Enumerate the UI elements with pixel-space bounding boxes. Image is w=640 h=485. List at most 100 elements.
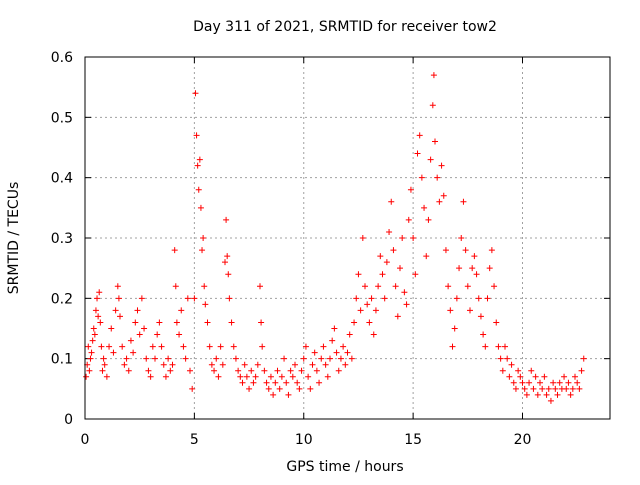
data-point [202,301,209,308]
data-point [388,198,395,205]
data-point [100,355,107,362]
data-point [276,385,283,392]
data-point [225,271,232,278]
data-point [193,132,200,139]
data-point [453,295,460,302]
data-point [121,361,128,368]
data-point [537,379,543,386]
data-point [313,367,320,374]
data-point [370,331,377,338]
data-point [173,319,180,326]
data-point [502,343,508,350]
data-point [89,337,96,344]
data-point [228,319,235,326]
data-point [366,319,373,326]
data-point [94,295,101,302]
data-point [147,373,154,380]
data-point [162,373,169,380]
data-point [237,373,244,380]
data-point [204,319,211,326]
data-point [451,325,458,332]
data-point [201,283,208,290]
data-point [430,72,437,79]
data-point [499,367,506,374]
data-point [510,379,517,386]
data-point [517,373,524,380]
data-point [331,325,338,332]
data-point [292,361,298,368]
data-point [401,289,408,296]
data-point [344,349,351,356]
data-point [379,271,386,278]
data-point [219,361,226,368]
data-point [85,343,92,350]
data-point [87,355,94,362]
data-point [528,367,535,374]
data-point [180,343,187,350]
data-point [440,192,447,199]
data-point [541,373,548,380]
data-point [141,325,148,332]
data-point [412,271,419,278]
data-point [169,361,176,368]
data-point [556,379,563,386]
data-point [340,343,347,350]
data-point [480,331,487,338]
data-point [521,385,528,392]
data-point [115,295,122,302]
data-point [110,349,117,356]
data-point [399,235,406,241]
data-point [235,367,242,374]
data-point [285,391,292,398]
data-point [211,367,218,374]
data-point [462,247,469,254]
data-point [359,235,366,241]
data-point [176,331,183,338]
data-point [405,216,412,223]
data-point [346,331,353,338]
data-point [119,343,126,350]
data-point [377,253,384,260]
y-tick-label: 0.3 [51,231,73,247]
data-point [130,349,137,356]
data-point [495,343,502,350]
data-point [508,361,515,368]
data-point [576,385,583,392]
data-point [572,373,578,380]
data-point [239,379,246,386]
data-point [418,174,425,181]
data-point [267,373,274,380]
data-point [534,391,541,398]
data-point [416,132,423,139]
data-point [447,307,454,314]
data-point [199,247,206,254]
data-point [327,355,333,362]
data-point [335,367,342,374]
data-point [552,385,559,392]
data-point [134,307,141,314]
data-point [475,295,482,302]
y-tick-label: 0.5 [51,110,73,126]
data-point [471,253,478,260]
data-point [523,391,530,398]
data-point [112,307,119,314]
data-points [83,72,587,404]
data-point [348,355,355,362]
data-point [123,355,130,362]
y-tick-label: 0.4 [51,171,73,187]
data-point [263,379,270,386]
data-point [83,373,90,380]
data-point [226,295,233,302]
data-point [156,319,163,326]
data-point [246,385,253,392]
data-point [565,379,572,386]
data-point [578,367,585,374]
data-point [154,331,161,338]
data-point [407,186,414,193]
data-point [515,367,522,374]
x-axis-title: GPS time / hours [286,459,403,475]
data-point [372,307,379,314]
data-point [215,373,222,380]
